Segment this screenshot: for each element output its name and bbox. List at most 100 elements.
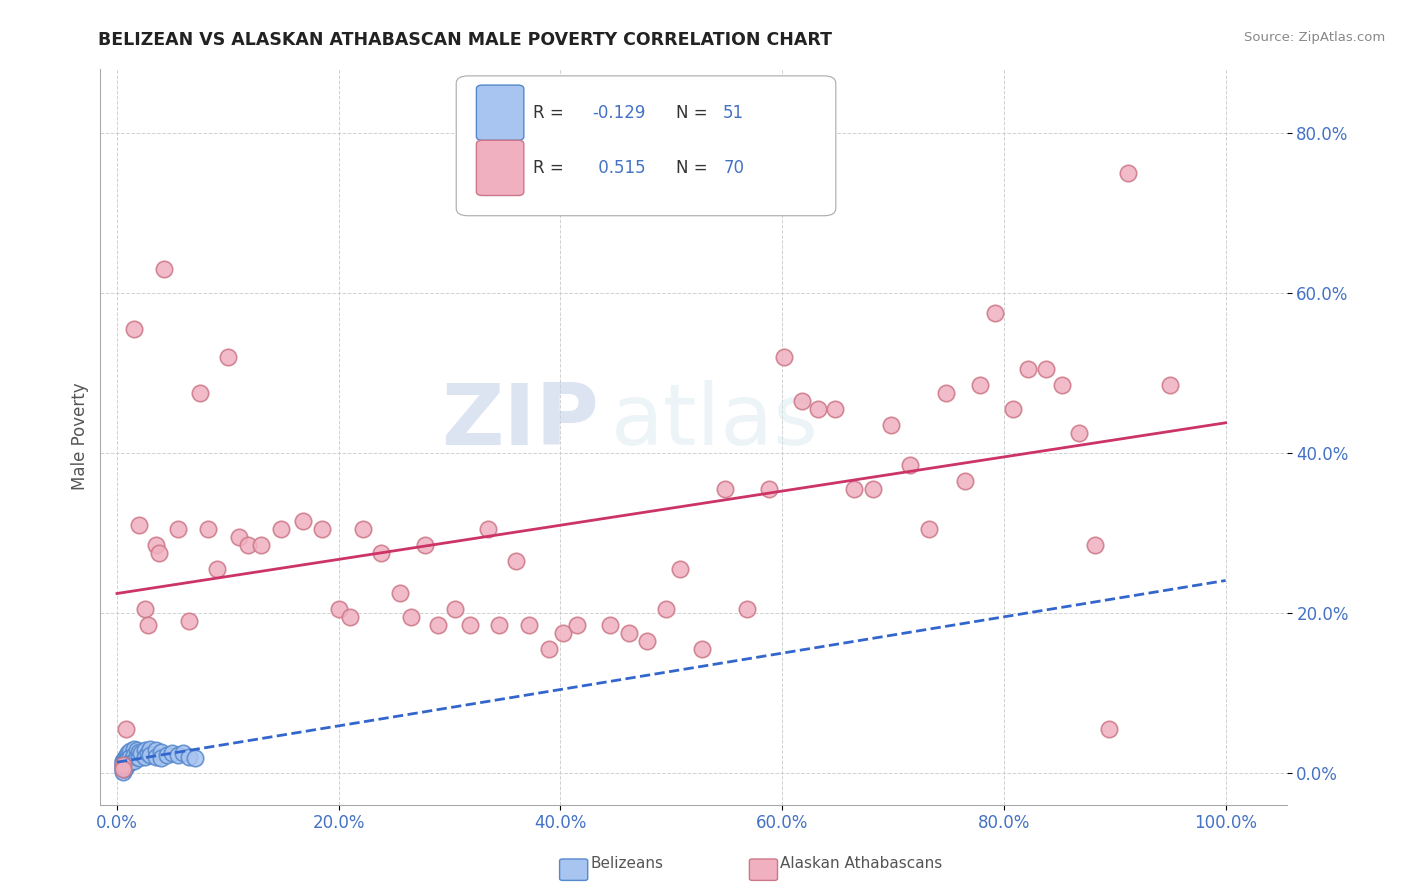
Point: [880, 417, 903, 432]
Point: [898, 458, 921, 472]
Point: [636, 633, 658, 648]
Point: [807, 401, 830, 416]
Point: [134, 749, 156, 764]
Point: [538, 641, 561, 656]
Point: [150, 751, 173, 765]
Point: [122, 747, 145, 762]
Point: [111, 764, 134, 779]
Point: [1069, 425, 1091, 440]
Text: R =: R =: [533, 159, 569, 177]
Text: -0.129: -0.129: [593, 103, 645, 121]
Text: N =: N =: [676, 103, 713, 121]
Point: [935, 385, 957, 400]
Point: [388, 585, 411, 599]
Point: [122, 741, 145, 756]
Point: [134, 743, 156, 757]
Point: [352, 522, 374, 536]
Point: [125, 749, 148, 764]
Point: [292, 514, 315, 528]
FancyBboxPatch shape: [477, 140, 524, 195]
Point: [1017, 361, 1039, 376]
Point: [488, 617, 510, 632]
Point: [177, 614, 200, 628]
Text: 70: 70: [723, 159, 744, 177]
Point: [120, 744, 142, 758]
Point: [773, 350, 796, 364]
Point: [145, 749, 167, 764]
Point: [984, 305, 1007, 319]
Point: [167, 522, 190, 536]
Point: [370, 546, 392, 560]
Point: [117, 746, 139, 760]
Point: [111, 762, 134, 776]
Point: [139, 747, 162, 762]
Point: [131, 747, 153, 761]
Point: [444, 601, 467, 615]
Point: [1001, 401, 1024, 416]
Point: [1116, 165, 1139, 179]
Point: [565, 617, 588, 632]
Point: [655, 601, 678, 615]
Point: [114, 757, 136, 772]
Point: [114, 751, 136, 765]
Point: [114, 755, 136, 769]
Point: [311, 522, 333, 536]
Point: [173, 746, 195, 760]
Point: [117, 756, 139, 770]
Point: [197, 522, 219, 536]
Point: [1050, 377, 1073, 392]
Point: [228, 530, 250, 544]
Point: [115, 757, 138, 772]
Point: [953, 474, 976, 488]
Point: [112, 759, 135, 773]
Point: [692, 641, 714, 656]
Text: Belizeans: Belizeans: [591, 856, 664, 871]
Point: [217, 350, 239, 364]
Point: [413, 538, 436, 552]
Point: [111, 760, 134, 774]
Point: [111, 762, 134, 776]
Point: [617, 625, 640, 640]
Point: [270, 522, 292, 536]
Point: [735, 601, 758, 615]
Point: [183, 751, 205, 765]
Point: [188, 385, 211, 400]
Point: [599, 617, 621, 632]
Point: [148, 546, 170, 560]
Point: [328, 601, 350, 615]
Point: [136, 617, 159, 632]
Text: R =: R =: [533, 103, 569, 121]
Point: [120, 749, 142, 764]
Point: [115, 757, 138, 772]
Point: [150, 745, 173, 759]
Point: [162, 746, 184, 760]
Point: [111, 754, 134, 768]
Point: [505, 554, 527, 568]
Point: [177, 749, 200, 764]
Text: Source: ZipAtlas.com: Source: ZipAtlas.com: [1244, 31, 1385, 45]
Point: [1084, 538, 1107, 552]
Point: [112, 763, 135, 777]
Point: [111, 756, 134, 770]
Point: [790, 393, 813, 408]
Point: [111, 758, 134, 772]
Point: [139, 741, 162, 756]
Point: [128, 751, 150, 765]
FancyBboxPatch shape: [477, 85, 524, 140]
Text: atlas: atlas: [610, 380, 818, 463]
Point: [1159, 377, 1181, 392]
Point: [125, 743, 148, 757]
Point: [114, 761, 136, 775]
Point: [145, 538, 167, 552]
Point: [122, 754, 145, 768]
Point: [115, 749, 138, 764]
FancyBboxPatch shape: [456, 76, 835, 216]
Text: ZIP: ZIP: [441, 380, 599, 463]
Text: N =: N =: [676, 159, 713, 177]
Point: [145, 743, 167, 757]
Point: [551, 625, 574, 640]
Text: BELIZEAN VS ALASKAN ATHABASCAN MALE POVERTY CORRELATION CHART: BELIZEAN VS ALASKAN ATHABASCAN MALE POVE…: [98, 31, 832, 49]
Point: [111, 757, 134, 772]
Point: [128, 517, 150, 532]
Point: [758, 482, 780, 496]
